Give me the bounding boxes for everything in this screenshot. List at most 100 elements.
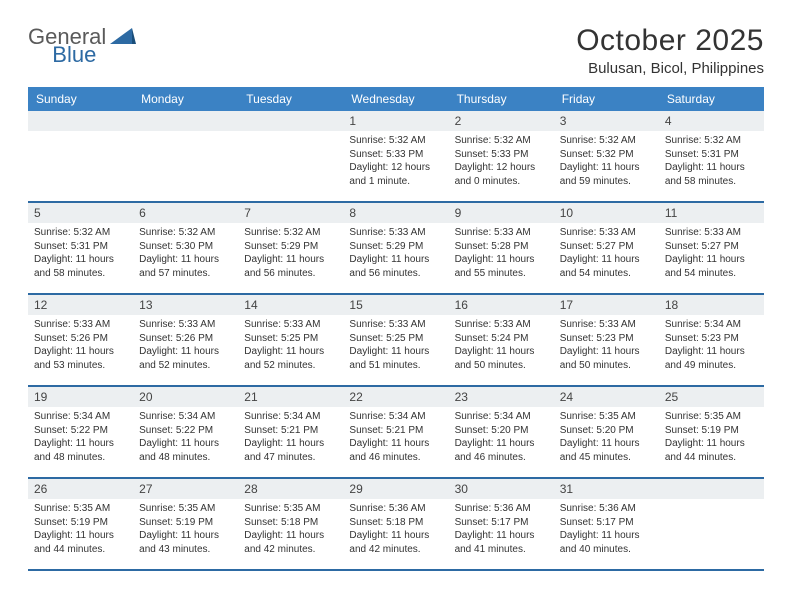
- day-number: 24: [554, 387, 659, 407]
- day-body: Sunrise: 5:33 AMSunset: 5:26 PMDaylight:…: [133, 315, 238, 378]
- sunset-line: Sunset: 5:31 PM: [34, 240, 127, 254]
- day-number: 11: [659, 203, 764, 223]
- day-body: Sunrise: 5:36 AMSunset: 5:17 PMDaylight:…: [449, 499, 554, 562]
- daylight-line: Daylight: 11 hours and 56 minutes.: [349, 253, 442, 280]
- day-number: 10: [554, 203, 659, 223]
- sunset-line: Sunset: 5:23 PM: [665, 332, 758, 346]
- sunset-line: Sunset: 5:20 PM: [560, 424, 653, 438]
- sunset-line: Sunset: 5:19 PM: [34, 516, 127, 530]
- day-cell: 31Sunrise: 5:36 AMSunset: 5:17 PMDayligh…: [554, 479, 659, 567]
- day-cell: 8Sunrise: 5:33 AMSunset: 5:29 PMDaylight…: [343, 203, 448, 291]
- day-number: 7: [238, 203, 343, 223]
- sunrise-line: Sunrise: 5:32 AM: [455, 134, 548, 148]
- daylight-line: Daylight: 11 hours and 55 minutes.: [455, 253, 548, 280]
- day-number: 21: [238, 387, 343, 407]
- week-row: 26Sunrise: 5:35 AMSunset: 5:19 PMDayligh…: [28, 479, 764, 567]
- day-body: Sunrise: 5:32 AMSunset: 5:31 PMDaylight:…: [28, 223, 133, 286]
- daylight-line: Daylight: 11 hours and 44 minutes.: [665, 437, 758, 464]
- day-cell: 19Sunrise: 5:34 AMSunset: 5:22 PMDayligh…: [28, 387, 133, 475]
- sunrise-line: Sunrise: 5:36 AM: [560, 502, 653, 516]
- daylight-line: Daylight: 11 hours and 54 minutes.: [560, 253, 653, 280]
- sunset-line: Sunset: 5:24 PM: [455, 332, 548, 346]
- day-number: 4: [659, 111, 764, 131]
- logo-text-blue: Blue: [52, 42, 96, 67]
- day-cell: 6Sunrise: 5:32 AMSunset: 5:30 PMDaylight…: [133, 203, 238, 291]
- sunrise-line: Sunrise: 5:34 AM: [349, 410, 442, 424]
- sunrise-line: Sunrise: 5:32 AM: [244, 226, 337, 240]
- sunrise-line: Sunrise: 5:34 AM: [455, 410, 548, 424]
- day-body: Sunrise: 5:35 AMSunset: 5:18 PMDaylight:…: [238, 499, 343, 562]
- sunrise-line: Sunrise: 5:35 AM: [560, 410, 653, 424]
- day-body: Sunrise: 5:35 AMSunset: 5:19 PMDaylight:…: [28, 499, 133, 562]
- daylight-line: Daylight: 11 hours and 40 minutes.: [560, 529, 653, 556]
- day-number: 23: [449, 387, 554, 407]
- day-body: Sunrise: 5:33 AMSunset: 5:29 PMDaylight:…: [343, 223, 448, 286]
- day-body: Sunrise: 5:33 AMSunset: 5:27 PMDaylight:…: [554, 223, 659, 286]
- sunset-line: Sunset: 5:19 PM: [665, 424, 758, 438]
- weekday-cell: Thursday: [449, 87, 554, 111]
- sunrise-line: Sunrise: 5:32 AM: [139, 226, 232, 240]
- title-block: October 2025 Bulusan, Bicol, Philippines: [576, 24, 764, 77]
- day-number: 15: [343, 295, 448, 315]
- day-cell: 13Sunrise: 5:33 AMSunset: 5:26 PMDayligh…: [133, 295, 238, 383]
- day-cell: 4Sunrise: 5:32 AMSunset: 5:31 PMDaylight…: [659, 111, 764, 199]
- day-number: 31: [554, 479, 659, 499]
- sunset-line: Sunset: 5:27 PM: [560, 240, 653, 254]
- sunrise-line: Sunrise: 5:33 AM: [34, 318, 127, 332]
- empty-cell: [659, 479, 764, 567]
- sunset-line: Sunset: 5:22 PM: [139, 424, 232, 438]
- empty-cell: [133, 111, 238, 199]
- day-body: Sunrise: 5:36 AMSunset: 5:17 PMDaylight:…: [554, 499, 659, 562]
- day-cell: 10Sunrise: 5:33 AMSunset: 5:27 PMDayligh…: [554, 203, 659, 291]
- sunrise-line: Sunrise: 5:34 AM: [139, 410, 232, 424]
- sunrise-line: Sunrise: 5:35 AM: [139, 502, 232, 516]
- day-cell: 30Sunrise: 5:36 AMSunset: 5:17 PMDayligh…: [449, 479, 554, 567]
- day-cell: 14Sunrise: 5:33 AMSunset: 5:25 PMDayligh…: [238, 295, 343, 383]
- day-cell: 22Sunrise: 5:34 AMSunset: 5:21 PMDayligh…: [343, 387, 448, 475]
- day-cell: 23Sunrise: 5:34 AMSunset: 5:20 PMDayligh…: [449, 387, 554, 475]
- day-body: Sunrise: 5:35 AMSunset: 5:20 PMDaylight:…: [554, 407, 659, 470]
- daylight-line: Daylight: 11 hours and 45 minutes.: [560, 437, 653, 464]
- calendar: SundayMondayTuesdayWednesdayThursdayFrid…: [28, 87, 764, 571]
- day-number: 14: [238, 295, 343, 315]
- daylight-line: Daylight: 11 hours and 41 minutes.: [455, 529, 548, 556]
- weekday-cell: Sunday: [28, 87, 133, 111]
- daylight-line: Daylight: 11 hours and 56 minutes.: [244, 253, 337, 280]
- sunset-line: Sunset: 5:18 PM: [349, 516, 442, 530]
- day-body: Sunrise: 5:32 AMSunset: 5:30 PMDaylight:…: [133, 223, 238, 286]
- header: General Blue October 2025 Bulusan, Bicol…: [28, 24, 764, 77]
- daylight-line: Daylight: 11 hours and 47 minutes.: [244, 437, 337, 464]
- daylight-line: Daylight: 11 hours and 58 minutes.: [665, 161, 758, 188]
- daylight-line: Daylight: 12 hours and 1 minute.: [349, 161, 442, 188]
- day-cell: 5Sunrise: 5:32 AMSunset: 5:31 PMDaylight…: [28, 203, 133, 291]
- day-number: 5: [28, 203, 133, 223]
- day-number: 9: [449, 203, 554, 223]
- day-number: 8: [343, 203, 448, 223]
- daylight-line: Daylight: 11 hours and 48 minutes.: [139, 437, 232, 464]
- day-body: Sunrise: 5:35 AMSunset: 5:19 PMDaylight:…: [659, 407, 764, 470]
- day-cell: 7Sunrise: 5:32 AMSunset: 5:29 PMDaylight…: [238, 203, 343, 291]
- day-cell: 17Sunrise: 5:33 AMSunset: 5:23 PMDayligh…: [554, 295, 659, 383]
- sunrise-line: Sunrise: 5:33 AM: [455, 226, 548, 240]
- weekday-cell: Friday: [554, 87, 659, 111]
- day-number: 26: [28, 479, 133, 499]
- day-body: Sunrise: 5:32 AMSunset: 5:29 PMDaylight:…: [238, 223, 343, 286]
- sunrise-line: Sunrise: 5:32 AM: [349, 134, 442, 148]
- sunrise-line: Sunrise: 5:33 AM: [349, 318, 442, 332]
- day-cell: 3Sunrise: 5:32 AMSunset: 5:32 PMDaylight…: [554, 111, 659, 199]
- day-number: 17: [554, 295, 659, 315]
- day-body: Sunrise: 5:33 AMSunset: 5:26 PMDaylight:…: [28, 315, 133, 378]
- week-row: 5Sunrise: 5:32 AMSunset: 5:31 PMDaylight…: [28, 203, 764, 291]
- day-number: 30: [449, 479, 554, 499]
- day-number: 13: [133, 295, 238, 315]
- day-number: 20: [133, 387, 238, 407]
- sunrise-line: Sunrise: 5:33 AM: [560, 226, 653, 240]
- empty-cell: [28, 111, 133, 199]
- sunset-line: Sunset: 5:33 PM: [455, 148, 548, 162]
- day-number: 3: [554, 111, 659, 131]
- day-number: 25: [659, 387, 764, 407]
- day-body: Sunrise: 5:33 AMSunset: 5:27 PMDaylight:…: [659, 223, 764, 286]
- day-cell: 12Sunrise: 5:33 AMSunset: 5:26 PMDayligh…: [28, 295, 133, 383]
- day-number: 18: [659, 295, 764, 315]
- day-body: Sunrise: 5:32 AMSunset: 5:32 PMDaylight:…: [554, 131, 659, 194]
